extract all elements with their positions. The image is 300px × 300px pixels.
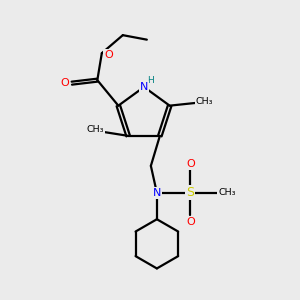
Text: S: S — [186, 186, 194, 199]
Text: O: O — [104, 50, 113, 60]
Text: H: H — [147, 76, 154, 85]
Text: O: O — [186, 217, 195, 227]
Text: N: N — [140, 82, 148, 92]
Text: CH₃: CH₃ — [195, 97, 213, 106]
Text: O: O — [61, 78, 70, 88]
Text: N: N — [153, 188, 161, 198]
Text: O: O — [186, 159, 195, 169]
Text: CH₃: CH₃ — [86, 125, 104, 134]
Text: CH₃: CH₃ — [218, 188, 236, 197]
